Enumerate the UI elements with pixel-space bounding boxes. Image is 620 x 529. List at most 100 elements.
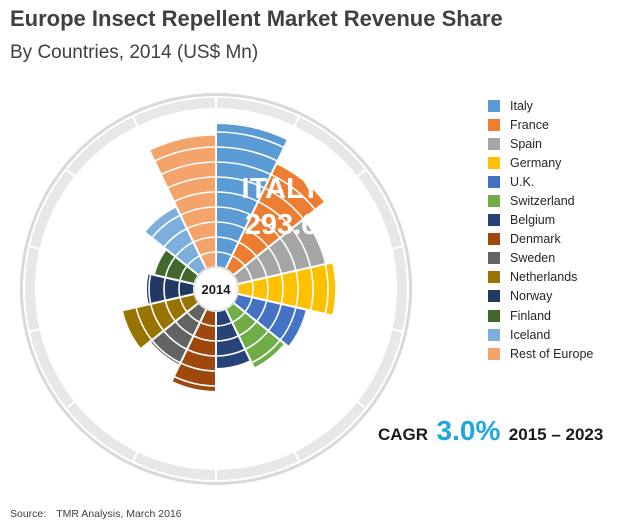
center-label: 2014: [202, 282, 232, 297]
center-hub: [193, 266, 239, 312]
legend-label-sweden: Sweden: [510, 251, 556, 266]
legend-label-rest-of-europe: Rest of Europe: [510, 346, 594, 361]
wedge-grid-germany: [295, 270, 299, 308]
cagr-value: 3.0%: [436, 415, 501, 446]
ring-track-rest-of-europe: [131, 95, 217, 129]
legend-swatch-italy: [488, 99, 500, 112]
source-text: TMR Analysis, March 2016: [56, 508, 182, 520]
legend-item-france: France: [488, 115, 593, 134]
wedge-grid-denmark: [173, 375, 217, 387]
cagr-range: 2015 – 2023: [508, 425, 604, 444]
callout-value: 293.6: [245, 209, 318, 241]
legend-swatch-rest-of-europe: [488, 347, 500, 360]
legend-swatch-u-k-: [488, 175, 500, 188]
wedge-grid-italy: [215, 146, 278, 162]
wedge-grid-germany: [324, 263, 329, 315]
legend-label-spain: Spain: [510, 136, 542, 151]
wedge-grid-u-k-: [267, 303, 283, 332]
legend-swatch-denmark: [488, 233, 500, 246]
legend-label-finland: Finland: [510, 308, 551, 323]
wedge-grid-france: [257, 200, 293, 230]
legend-item-u-k-: U.K.: [488, 172, 593, 191]
wedge-grid-netherlands: [135, 307, 153, 341]
wedge-grid-netherlands: [149, 303, 165, 332]
wedge-grid-spain: [279, 237, 297, 271]
legend-swatch-sweden: [488, 252, 500, 265]
wedge-grid-rest-of-europe: [199, 251, 217, 257]
wedge-grid-rest-of-europe: [186, 221, 217, 230]
legend-label-iceland: Iceland: [510, 327, 551, 342]
chart-title: Europe Insect Repellent Market Revenue S…: [10, 6, 503, 31]
legend-label-belgium: Belgium: [510, 213, 556, 228]
legend-item-iceland: Iceland: [488, 325, 593, 344]
legend-swatch-iceland: [488, 328, 500, 341]
legend-item-sweden: Sweden: [488, 249, 593, 268]
source-note: Source: TMR Analysis, March 2016: [10, 508, 182, 520]
wedge-grid-sweden: [151, 339, 181, 364]
legend-label-denmark: Denmark: [510, 232, 561, 247]
wedge-grid-u-k-: [279, 307, 297, 341]
legend-label-u-k-: U.K.: [510, 174, 535, 189]
wedge-grid-italy: [215, 221, 246, 230]
source-label: Source:: [10, 508, 47, 520]
wedge-grid-rest-of-europe: [167, 176, 217, 189]
wedge-grid-denmark: [186, 348, 217, 357]
wedge-grid-france: [270, 173, 316, 211]
legend-item-germany: Germany: [488, 153, 593, 172]
wedge-grid-rest-of-europe: [173, 191, 217, 203]
legend-label-netherlands: Netherlands: [510, 270, 578, 285]
wedge-grid-belgium: [215, 348, 246, 357]
legend-item-finland: Finland: [488, 306, 593, 325]
cagr-label: CAGR: [378, 425, 429, 444]
legend-swatch-france: [488, 118, 500, 131]
wedge-grid-rest-of-europe: [154, 146, 217, 162]
legend-item-denmark: Denmark: [488, 230, 593, 249]
wedge-grid-france: [244, 227, 270, 248]
wedge-grid-rest-of-europe: [160, 161, 217, 176]
legend-swatch-belgium: [488, 214, 500, 227]
wedge-grid-iceland: [151, 214, 181, 239]
chart-subtitle: By Countries, 2014 (US$ Mn): [10, 42, 259, 63]
wedge-grid-rest-of-europe: [180, 206, 217, 216]
legend-swatch-germany: [488, 156, 500, 169]
legend-swatch-norway: [488, 290, 500, 303]
wedge-grid-spain: [291, 228, 312, 268]
wedge-grid-switzerland: [251, 339, 281, 364]
wedge-grid-italy: [215, 206, 252, 216]
legend-item-spain: Spain: [488, 134, 593, 153]
legend-label-norway: Norway: [510, 289, 553, 304]
legend-label-italy: Italy: [510, 98, 533, 113]
cagr-callout: CAGR 3.0% 2015 – 2023: [378, 415, 603, 447]
wedge-grid-rest-of-europe: [193, 236, 217, 243]
wedge-grid-norway: [178, 280, 181, 298]
legend-item-netherlands: Netherlands: [488, 268, 593, 287]
legend-swatch-finland: [488, 309, 500, 322]
wedge-grid-france: [251, 214, 281, 239]
legend-swatch-switzerland: [488, 195, 500, 208]
wedge-grid-denmark: [180, 362, 217, 372]
wedge-grid-italy: [215, 176, 265, 189]
wedge-grid-france: [264, 187, 305, 220]
wedge-grid-iceland: [162, 227, 188, 248]
wedge-grid-norway: [148, 273, 152, 305]
wedge-grid-germany: [280, 273, 284, 305]
wedge-grid-switzerland: [244, 330, 270, 351]
wedge-grid-spain: [267, 246, 283, 275]
wedge-grid-italy: [215, 161, 272, 176]
legend: Italy France Spain Germany U.K. Switzerland Be…: [488, 96, 593, 363]
wedge-grid-italy: [215, 131, 285, 149]
wedge-grid-italy: [215, 191, 259, 203]
legend-item-rest-of-europe: Rest of Europe: [488, 344, 593, 363]
legend-label-germany: Germany: [510, 155, 562, 170]
wedge-grid-sweden: [162, 330, 188, 351]
callout-category: ITALY: [242, 173, 321, 205]
legend-item-belgium: Belgium: [488, 211, 593, 230]
legend-item-norway: Norway: [488, 287, 593, 306]
legend-label-france: France: [510, 117, 549, 132]
legend-item-switzerland: Switzerland: [488, 191, 593, 210]
wedge-grid-germany: [309, 267, 314, 311]
legend-item-italy: Italy: [488, 96, 593, 115]
legend-label-switzerland: Switzerland: [510, 194, 575, 209]
legend-swatch-netherlands: [488, 271, 500, 284]
